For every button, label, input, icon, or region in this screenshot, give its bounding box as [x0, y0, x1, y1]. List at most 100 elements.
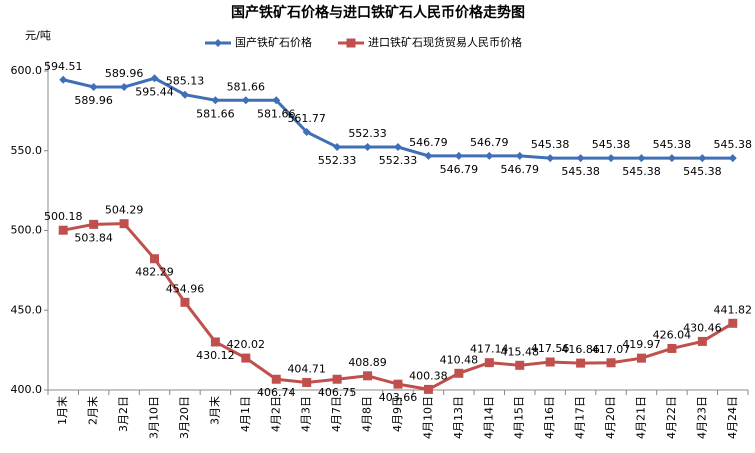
point: [607, 154, 616, 163]
data-label: 581.66: [196, 107, 235, 120]
data-label: 552.33: [379, 154, 418, 167]
data-label: 406.75: [318, 386, 357, 399]
point: [363, 143, 372, 152]
point: [180, 90, 189, 99]
point: [546, 154, 555, 163]
data-label: 415.48: [500, 345, 539, 358]
point: [180, 297, 190, 307]
point: [728, 154, 737, 163]
data-label: 546.79: [500, 163, 539, 176]
data-label: 581.66: [227, 80, 266, 93]
point: [120, 83, 129, 92]
x-tick-label: 4月23日: [695, 396, 708, 439]
point: [59, 75, 68, 84]
data-label: 503.84: [74, 231, 113, 244]
data-label: 594.51: [44, 60, 83, 73]
x-tick-label: 4月24日: [726, 396, 739, 439]
data-label: 419.97: [622, 338, 661, 351]
point: [150, 74, 159, 83]
x-tick-label: 4月10日: [421, 396, 434, 439]
chart-title: 国产铁矿石价格与进口铁矿石人民币价格走势图: [231, 4, 525, 21]
point: [58, 225, 68, 235]
point: [728, 318, 738, 328]
data-label: 545.38: [683, 165, 722, 178]
x-tick-label: 3月20日: [178, 396, 191, 439]
y-axis-label: 元/吨: [25, 29, 51, 42]
point: [485, 151, 494, 160]
y-tick-label: 500.0: [11, 224, 43, 237]
y-tick-label: 450.0: [11, 303, 43, 316]
x-tick-label: 4月22日: [665, 396, 678, 439]
y-tick-label: 400.0: [11, 383, 43, 396]
series-line: [62, 222, 734, 391]
point: [545, 357, 555, 367]
point: [272, 96, 281, 105]
point: [363, 371, 373, 381]
data-label: 417.14: [470, 343, 509, 356]
legend-marker: [346, 38, 356, 48]
x-tick-label: 4月7日: [330, 396, 343, 432]
point: [241, 96, 250, 105]
x-tick-label: 4月13日: [452, 396, 465, 439]
point: [150, 254, 160, 264]
data-label: 430.46: [683, 321, 722, 334]
point: [89, 219, 99, 229]
point: [484, 358, 494, 368]
data-label: 417.56: [531, 342, 570, 355]
point: [454, 151, 463, 160]
x-tick-label: 4月15日: [513, 396, 526, 439]
x-tick-label: 2月末: [86, 396, 100, 425]
data-label: 546.79: [409, 136, 448, 149]
point: [302, 127, 311, 136]
point: [423, 384, 433, 394]
data-label: 454.96: [166, 282, 205, 295]
x-tick-label: 4月2日: [269, 396, 282, 432]
legend-label: 国产铁矿石价格: [235, 35, 312, 49]
point: [698, 154, 707, 163]
point: [576, 154, 585, 163]
data-label: 400.38: [409, 369, 448, 382]
point: [576, 358, 586, 368]
point: [210, 337, 220, 347]
point: [211, 96, 220, 105]
point: [89, 83, 98, 92]
point: [393, 379, 403, 389]
data-label: 410.48: [440, 353, 479, 366]
y-tick-label: 600.0: [11, 64, 43, 77]
point: [697, 336, 707, 346]
data-label: 545.38: [531, 138, 570, 151]
x-tick-label: 4月21日: [634, 396, 647, 439]
point: [271, 374, 281, 384]
data-label: 545.38: [714, 138, 753, 151]
point: [515, 360, 525, 370]
point: [636, 353, 646, 363]
x-tick-label: 3月10日: [148, 396, 161, 439]
data-label: 595.44: [135, 85, 174, 98]
legend-marker: [214, 39, 222, 47]
point: [515, 151, 524, 160]
point: [332, 374, 342, 384]
point: [119, 219, 129, 229]
x-tick-label: 4月17日: [574, 396, 587, 439]
data-label: 404.71: [287, 362, 326, 375]
x-tick-label: 4月20日: [604, 396, 617, 439]
data-label: 417.07: [592, 343, 631, 356]
data-label: 420.02: [227, 338, 266, 351]
point: [241, 353, 251, 363]
point: [606, 358, 616, 368]
data-label: 546.79: [440, 163, 479, 176]
x-tick-label: 3月2日: [117, 396, 130, 432]
data-label: 430.12: [196, 349, 235, 362]
x-tick-label: 4月1日: [239, 396, 252, 432]
data-label: 545.38: [653, 138, 692, 151]
data-label: 408.89: [348, 356, 387, 369]
point: [394, 143, 402, 152]
point: [454, 368, 464, 378]
x-tick-label: 4月9日: [391, 396, 404, 432]
point: [667, 154, 676, 163]
x-tick-label: 4月3日: [300, 396, 313, 432]
x-tick-label: 3月末: [207, 396, 221, 425]
data-label: 589.96: [74, 94, 113, 107]
x-tick-label: 4月8日: [361, 396, 374, 432]
